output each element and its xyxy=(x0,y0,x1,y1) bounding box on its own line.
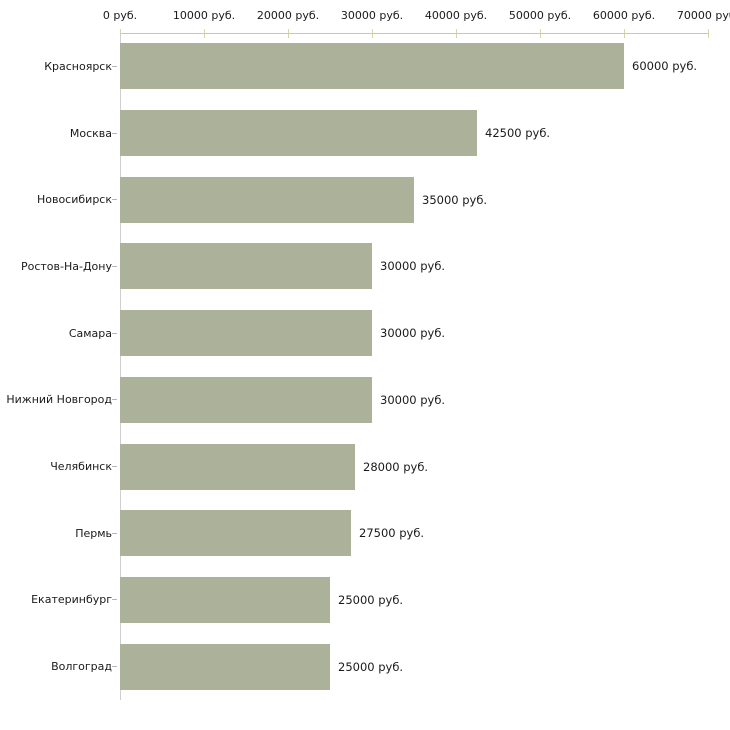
bar-row: Волгоград 25000 руб. xyxy=(0,633,730,700)
category-tick xyxy=(112,199,117,201)
bar xyxy=(120,110,477,157)
bar-row: Новосибирск 35000 руб. xyxy=(0,166,730,233)
value-label: 60000 руб. xyxy=(632,59,698,74)
category-label: Пермь xyxy=(75,526,112,540)
bar-row: Красноярск 60000 руб. xyxy=(0,33,730,100)
bar xyxy=(120,43,624,90)
category-label: Новосибирск xyxy=(36,193,112,207)
bar xyxy=(120,643,330,690)
value-label: 30000 руб. xyxy=(380,326,446,341)
bar xyxy=(120,510,351,557)
category-label: Ростов-На-Дону xyxy=(20,259,112,273)
bar xyxy=(120,176,414,223)
x-tick-label: 50000 руб. xyxy=(508,9,572,22)
category-tick xyxy=(112,532,117,534)
category-label: Красноярск xyxy=(44,59,112,73)
x-tick-label: 60000 руб. xyxy=(592,9,656,22)
category-label: Самара xyxy=(68,326,112,340)
category-tick xyxy=(112,399,117,401)
value-label: 25000 руб. xyxy=(338,592,404,607)
bar xyxy=(120,376,372,423)
value-label: 42500 руб. xyxy=(485,126,551,141)
bar-row: Самара 30000 руб. xyxy=(0,300,730,367)
x-tick-label: 30000 руб. xyxy=(340,9,404,22)
bar-row: Москва 42500 руб. xyxy=(0,100,730,167)
bar xyxy=(120,310,372,357)
category-label: Екатеринбург xyxy=(31,593,112,607)
category-tick xyxy=(112,599,117,601)
x-tick-label: 40000 руб. xyxy=(424,9,488,22)
category-tick xyxy=(112,332,117,334)
category-tick xyxy=(112,65,117,67)
value-label: 27500 руб. xyxy=(359,526,425,541)
value-label: 30000 руб. xyxy=(380,259,446,274)
bar-row: Челябинск 28000 руб. xyxy=(0,433,730,500)
x-tick-label: 70000 руб. xyxy=(676,9,730,22)
x-tick-label: 20000 руб. xyxy=(256,9,320,22)
x-tick-label: 10000 руб. xyxy=(172,9,236,22)
y-axis-line xyxy=(120,33,121,700)
category-label: Челябинск xyxy=(50,460,112,474)
category-label: Москва xyxy=(69,126,112,140)
bars-area: Красноярск 60000 руб. Москва 42500 руб. Ново… xyxy=(0,33,730,700)
category-tick xyxy=(112,132,117,134)
x-tick-label: 0 руб. xyxy=(102,9,138,22)
bar-row: Нижний Новгород 30000 руб. xyxy=(0,367,730,434)
bar-row: Ростов-На-Дону 30000 руб. xyxy=(0,233,730,300)
value-label: 35000 руб. xyxy=(422,192,488,207)
value-label: 28000 руб. xyxy=(363,459,429,474)
value-label: 30000 руб. xyxy=(380,392,446,407)
category-tick xyxy=(112,666,117,668)
category-label: Нижний Новгород xyxy=(6,393,112,407)
bar xyxy=(120,576,330,623)
value-label: 25000 руб. xyxy=(338,659,404,674)
category-label: Волгоград xyxy=(51,660,112,674)
bar xyxy=(120,243,372,290)
x-axis-line xyxy=(120,33,709,34)
category-tick xyxy=(112,466,117,468)
category-tick xyxy=(112,265,117,267)
bar xyxy=(120,443,355,490)
bar-row: Екатеринбург 25000 руб. xyxy=(0,567,730,634)
bar-row: Пермь 27500 руб. xyxy=(0,500,730,567)
